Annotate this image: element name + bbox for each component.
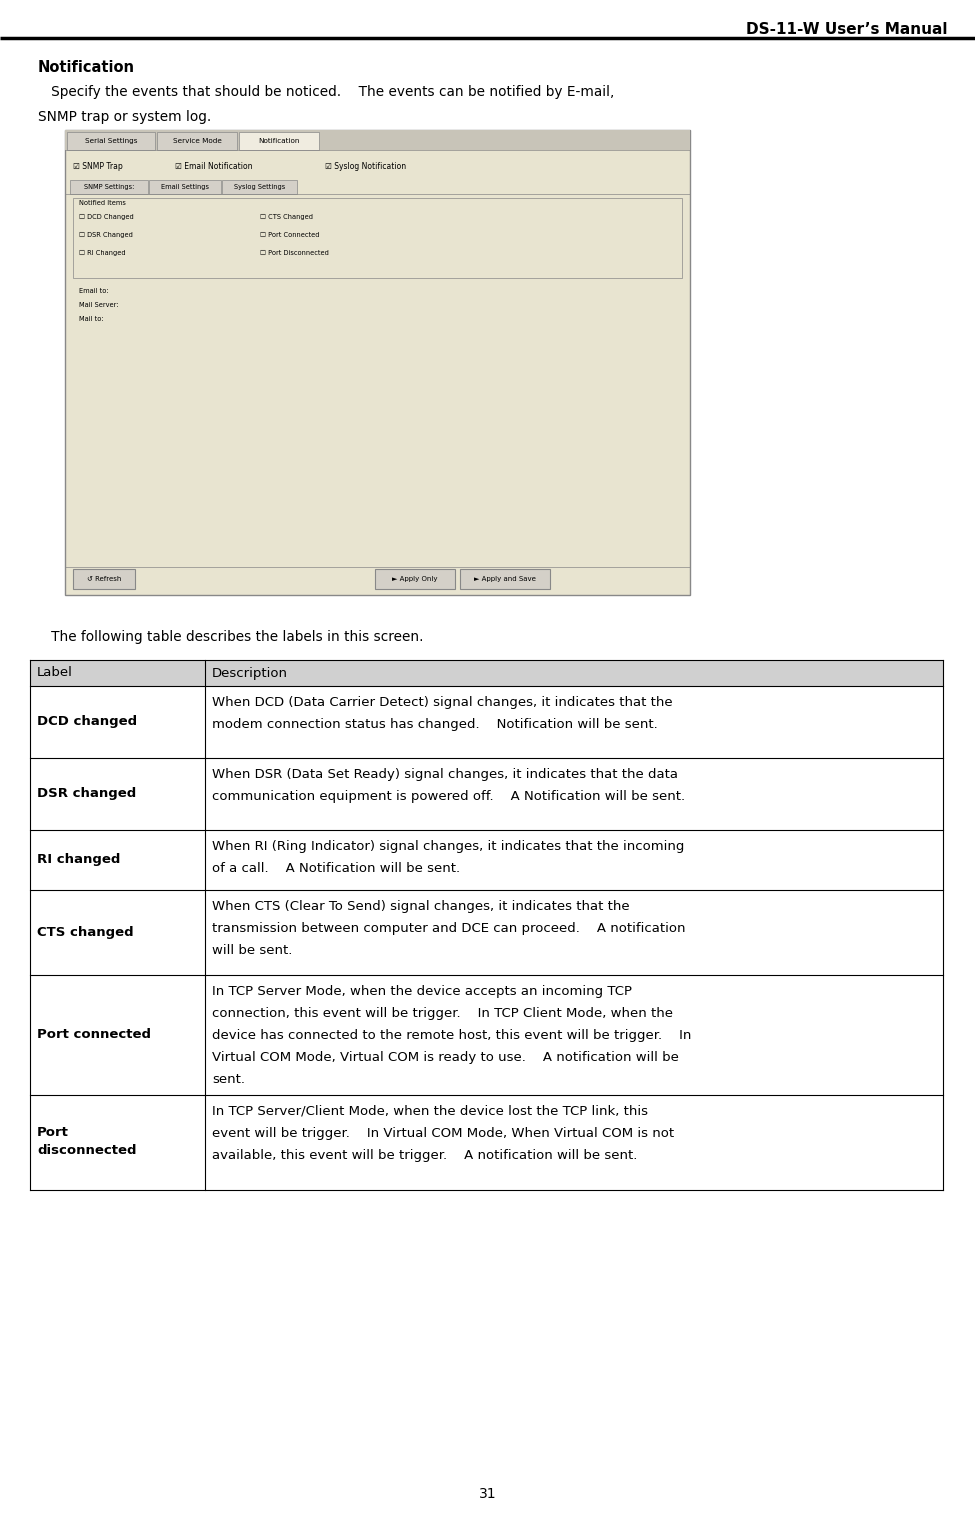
Text: Serial Settings: Serial Settings [85,138,137,144]
Text: modem connection status has changed.    Notification will be sent.: modem connection status has changed. Not… [212,719,658,731]
Text: Service Mode: Service Mode [173,138,221,144]
Text: In TCP Server/Client Mode, when the device lost the TCP link, this: In TCP Server/Client Mode, when the devi… [212,1105,648,1118]
Text: In TCP Server Mode, when the device accepts an incoming TCP: In TCP Server Mode, when the device acce… [212,985,632,998]
Text: Notification: Notification [258,138,299,144]
Text: Email to:: Email to: [79,287,108,294]
Text: ☐ Port Connected: ☐ Port Connected [260,232,320,239]
Text: ☑ SNMP Trap: ☑ SNMP Trap [73,162,123,171]
Bar [460,569,550,589]
Text: will be sent.: will be sent. [212,943,292,957]
Text: Email Settings: Email Settings [161,183,209,190]
Text: device has connected to the remote host, this event will be trigger.    In: device has connected to the remote host,… [212,1029,691,1041]
Text: Description: Description [212,667,288,679]
Bar [30,661,943,687]
Text: DCD changed: DCD changed [37,716,137,728]
Text: Port connected: Port connected [37,1029,151,1041]
Text: Specify the events that should be noticed.    The events can be notified by E-ma: Specify the events that should be notice… [38,86,614,99]
Text: Notified Items: Notified Items [79,200,126,206]
Text: Label: Label [37,667,73,679]
Bar [65,130,690,595]
Bar [73,197,682,278]
Text: When RI (Ring Indicator) signal changes, it indicates that the incoming: When RI (Ring Indicator) signal changes,… [212,839,684,853]
Text: disconnected: disconnected [37,1144,136,1157]
Bar [73,569,135,589]
Bar [149,180,221,194]
Text: ☐ DCD Changed: ☐ DCD Changed [79,214,134,220]
Text: SNMP trap or system log.: SNMP trap or system log. [38,110,212,124]
Bar [239,131,319,150]
Text: of a call.    A Notification will be sent.: of a call. A Notification will be sent. [212,862,460,875]
Text: 31: 31 [479,1488,496,1501]
Text: sent.: sent. [212,1073,245,1086]
Bar [65,130,690,150]
Text: ☐ DSR Changed: ☐ DSR Changed [79,232,133,239]
Bar [222,180,297,194]
Text: Virtual COM Mode, Virtual COM is ready to use.    A notification will be: Virtual COM Mode, Virtual COM is ready t… [212,1050,679,1064]
Text: ► Apply and Save: ► Apply and Save [474,576,536,583]
Text: Mail Server:: Mail Server: [79,303,119,307]
Bar [70,180,148,194]
Text: Mail to:: Mail to: [79,317,103,323]
Text: DSR changed: DSR changed [37,787,136,801]
Text: SNMP Settings:: SNMP Settings: [84,183,135,190]
Text: RI changed: RI changed [37,853,120,867]
Text: ► Apply Only: ► Apply Only [392,576,438,583]
Text: connection, this event will be trigger.    In TCP Client Mode, when the: connection, this event will be trigger. … [212,1008,673,1020]
Bar [375,569,455,589]
Text: Syslog Settings: Syslog Settings [234,183,285,190]
Text: The following table describes the labels in this screen.: The following table describes the labels… [38,630,423,644]
Text: transmission between computer and DCE can proceed.    A notification: transmission between computer and DCE ca… [212,922,685,936]
Text: CTS changed: CTS changed [37,927,134,939]
Text: When DCD (Data Carrier Detect) signal changes, it indicates that the: When DCD (Data Carrier Detect) signal ch… [212,696,673,709]
Bar [157,131,237,150]
Text: ☐ RI Changed: ☐ RI Changed [79,251,126,255]
Text: When DSR (Data Set Ready) signal changes, it indicates that the data: When DSR (Data Set Ready) signal changes… [212,768,678,781]
Text: ☐ Port Disconnected: ☐ Port Disconnected [260,251,329,255]
Text: ☑ Syslog Notification: ☑ Syslog Notification [325,162,407,171]
Text: Port: Port [37,1125,69,1139]
Text: When CTS (Clear To Send) signal changes, it indicates that the: When CTS (Clear To Send) signal changes,… [212,901,630,913]
Text: ☑ Email Notification: ☑ Email Notification [175,162,253,171]
Text: communication equipment is powered off.    A Notification will be sent.: communication equipment is powered off. … [212,790,685,803]
Text: available, this event will be trigger.    A notification will be sent.: available, this event will be trigger. A… [212,1148,638,1162]
Text: Notification: Notification [38,60,135,75]
Text: DS-11-W User’s Manual: DS-11-W User’s Manual [746,21,947,37]
Text: ☐ CTS Changed: ☐ CTS Changed [260,214,313,220]
Text: ↺ Refresh: ↺ Refresh [87,576,121,583]
Text: event will be trigger.    In Virtual COM Mode, When Virtual COM is not: event will be trigger. In Virtual COM Mo… [212,1127,674,1141]
Bar [67,131,155,150]
